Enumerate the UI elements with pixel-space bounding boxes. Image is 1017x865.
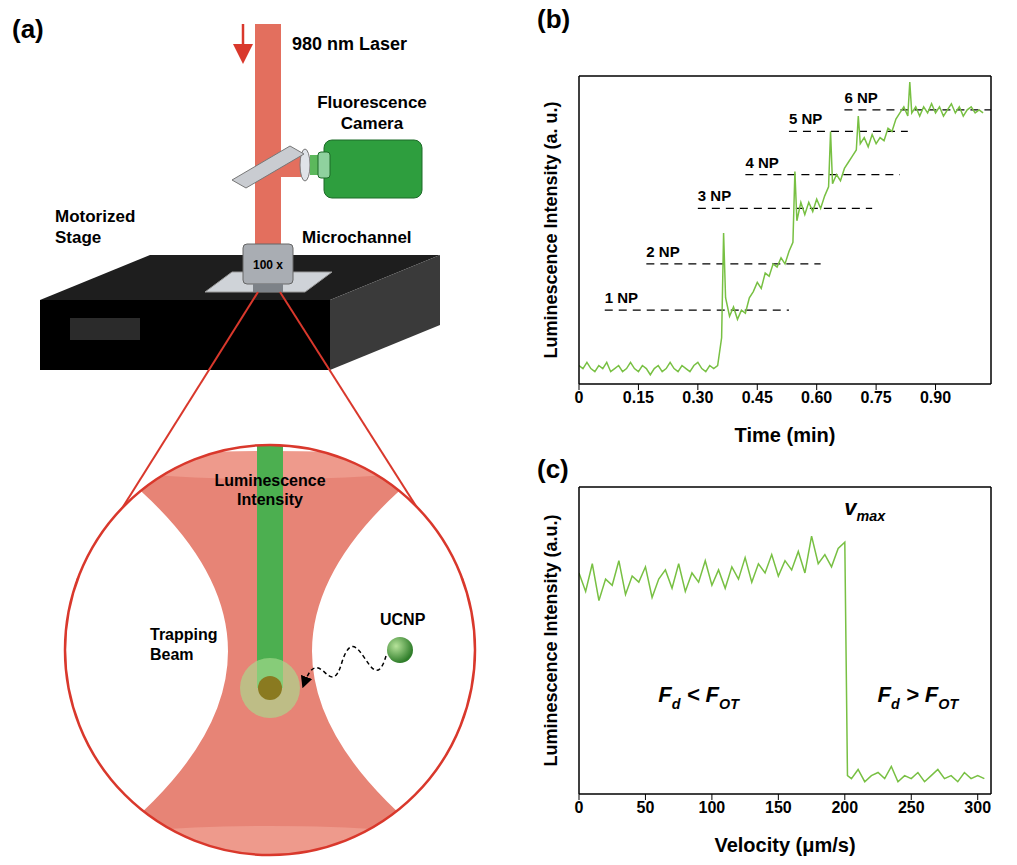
svg-text:FluorescenceCamera: FluorescenceCamera: [317, 93, 427, 133]
svg-text:200: 200: [831, 799, 858, 816]
svg-text:Luminescence Intensity (a. u.): Luminescence Intensity (a. u.): [541, 101, 561, 358]
html-text:(b): (b): [537, 4, 571, 34]
svg-text:0: 0: [575, 389, 584, 406]
svg-text:4 NP: 4 NP: [745, 154, 778, 171]
svg-text:Time (min): Time (min): [735, 424, 836, 446]
svg-text:100: 100: [699, 799, 726, 816]
svg-text:0.75: 0.75: [861, 389, 892, 406]
svg-text:LuminescenceIntensity: LuminescenceIntensity: [214, 472, 325, 508]
svg-text:3 NP: 3 NP: [698, 187, 731, 204]
svg-text:0.60: 0.60: [801, 389, 832, 406]
svg-text:MotorizedStage: MotorizedStage: [55, 207, 135, 247]
svg-text:Velocity (μm/s): Velocity (μm/s): [714, 834, 855, 856]
svg-text:6 NP: 6 NP: [844, 89, 877, 106]
svg-text:100 x: 100 x: [253, 258, 283, 272]
svg-text:0.30: 0.30: [682, 389, 713, 406]
svg-text:150: 150: [765, 799, 792, 816]
svg-text:1 NP: 1 NP: [605, 289, 638, 306]
svg-text:UCNP: UCNP: [380, 611, 426, 628]
svg-text:0: 0: [575, 799, 584, 816]
svg-text:0.15: 0.15: [623, 389, 654, 406]
svg-text:Microchannel: Microchannel: [302, 228, 412, 247]
svg-text:vmax: vmax: [844, 495, 886, 525]
svg-text:250: 250: [898, 799, 925, 816]
svg-text:Fd > FOT: Fd > FOT: [878, 682, 960, 712]
svg-text:2 NP: 2 NP: [646, 243, 679, 260]
html-text:(c): (c): [537, 454, 569, 484]
svg-text:300: 300: [964, 799, 991, 816]
svg-text:(a): (a): [12, 14, 44, 44]
svg-text:50: 50: [637, 799, 655, 816]
svg-text:TrappingBeam: TrappingBeam: [150, 626, 218, 663]
svg-text:5 NP: 5 NP: [789, 110, 822, 127]
svg-text:980 nm Laser: 980 nm Laser: [292, 34, 407, 54]
svg-text:Luminescence Intensity (a.u.): Luminescence Intensity (a.u.): [541, 514, 561, 766]
svg-text:0.45: 0.45: [742, 389, 773, 406]
svg-text:Fd < FOT: Fd < FOT: [658, 682, 740, 712]
svg-text:0.90: 0.90: [920, 389, 951, 406]
